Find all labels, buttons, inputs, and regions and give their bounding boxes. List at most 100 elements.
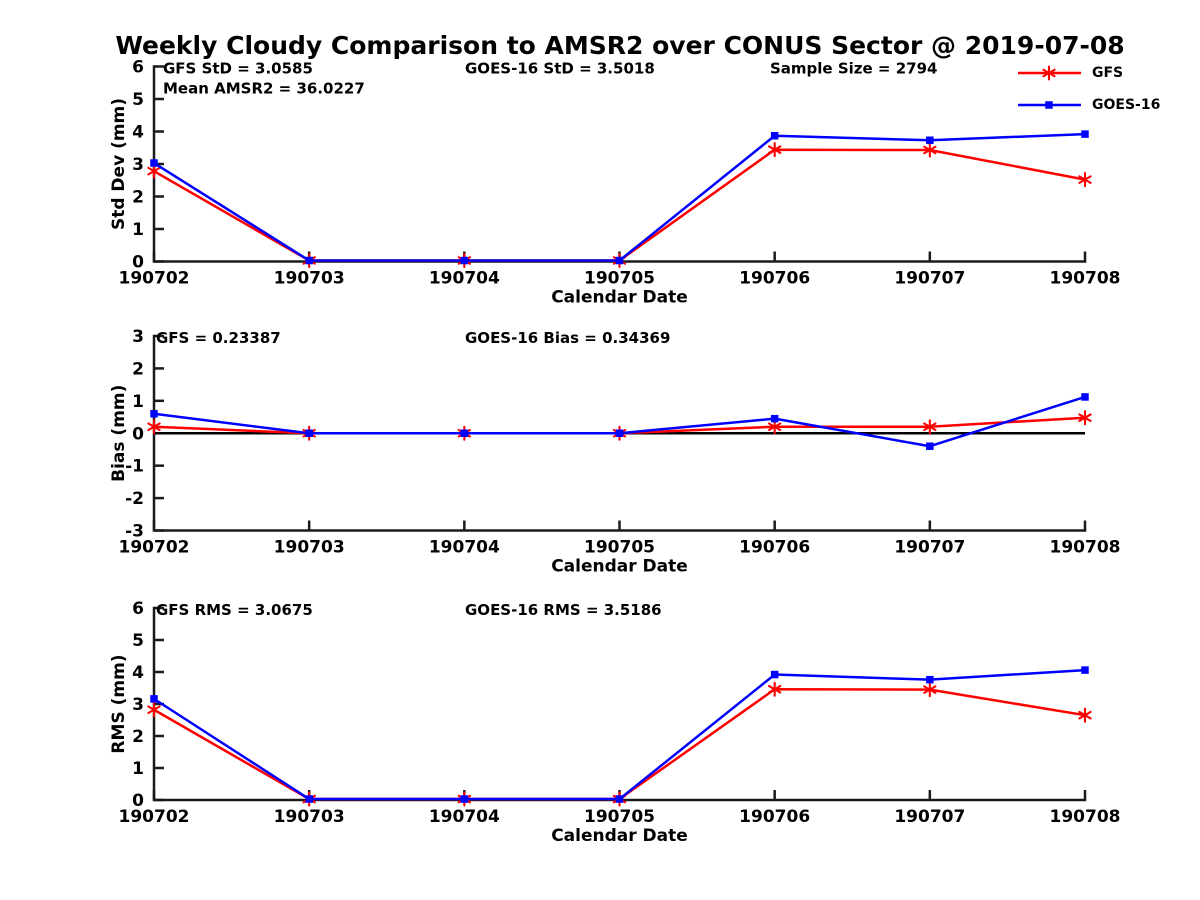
- x-tick-label: 190708: [1050, 538, 1121, 558]
- x-tick-label: 190703: [274, 807, 345, 827]
- x-tick-label: 190706: [739, 269, 810, 289]
- stat-annotation: Mean AMSR2 = 36.0227: [163, 80, 365, 98]
- y-tick-label: -3: [125, 522, 144, 542]
- goes-16-series: [150, 666, 1089, 803]
- stat-annotation: GFS RMS = 3.0675: [156, 601, 313, 619]
- x-tick-label: 190708: [1050, 807, 1121, 827]
- y-tick-label: 3: [132, 327, 144, 347]
- x-tick-label: 190705: [584, 807, 655, 827]
- panel-std-dev: 0 1 2 3 4 5 6 190702 190703 190704 190705 190706 190…: [109, 58, 1120, 308]
- goes-16-marker: [1081, 130, 1089, 138]
- gfs-line: [153, 148, 1086, 262]
- gfs-marker: [1078, 172, 1092, 188]
- gfs-marker: [767, 142, 782, 158]
- x-tick-label: 190704: [429, 269, 500, 289]
- goes-16-marker: [150, 159, 158, 167]
- stat-annotation: GFS = 0.23387: [156, 329, 281, 347]
- x-tick-label: 190707: [894, 269, 965, 289]
- x-tick-label: 190702: [119, 538, 190, 558]
- goes-16-marker: [926, 675, 934, 684]
- y-tick-label: 2: [132, 727, 144, 747]
- goes-16-marker: [150, 695, 158, 703]
- y-tick-label: 2: [132, 188, 144, 208]
- y-tick-label: -1: [125, 457, 144, 477]
- y-tick-label: 4: [132, 123, 144, 143]
- goes-16-marker: [926, 136, 934, 145]
- x-tick-label: 190706: [739, 807, 810, 827]
- axis-spines: [152, 606, 1087, 802]
- goes-16-line: [153, 668, 1086, 801]
- gfs-marker: [923, 142, 937, 158]
- goes-16-legend-marker-icon: [1045, 101, 1053, 109]
- x-tick-label: 190708: [1050, 269, 1121, 289]
- legend-item-gfs: GFS: [1017, 65, 1123, 81]
- y-tick-label: 0: [132, 424, 144, 444]
- x-axis-label: Calendar Date: [551, 826, 688, 846]
- y-tick-label: 1: [132, 759, 144, 779]
- y-axis-label: Std Dev (mm): [109, 98, 129, 230]
- goes-16-marker: [615, 256, 624, 265]
- gfs-marker: [767, 419, 782, 435]
- x-tick-label: 190704: [429, 538, 500, 558]
- y-tick-label: 6: [132, 599, 144, 619]
- y-tick-label: 0: [132, 791, 144, 811]
- goes-16-marker: [150, 410, 158, 418]
- gfs-marker: [923, 419, 937, 435]
- goes-16-marker: [770, 414, 779, 423]
- gfs-marker: [147, 163, 161, 179]
- goes-16-marker: [460, 795, 469, 803]
- legend-label-gfs: GFS: [1092, 65, 1124, 81]
- gfs-line: [153, 688, 1086, 801]
- stat-annotation: GFS StD = 3.0585: [163, 60, 313, 78]
- x-tick-label: 190704: [429, 807, 500, 827]
- x-tick-label: 190703: [274, 538, 345, 558]
- x-tick-label: 190707: [894, 538, 965, 558]
- goes-16-marker: [926, 442, 934, 450]
- y-tick-label: 1: [132, 220, 144, 240]
- panel-rms: 0 1 2 3 4 5 6 190702 190703 190704 190705 190706 190…: [109, 599, 1120, 846]
- y-tick-label: 3: [132, 155, 144, 175]
- stat-annotation: Sample Size = 2794: [770, 60, 937, 78]
- x-axis-label: Calendar Date: [551, 288, 688, 308]
- goes-16-marker: [1081, 393, 1089, 401]
- y-tick-label: 4: [132, 663, 144, 683]
- x-tick-label: 190707: [894, 807, 965, 827]
- goes-16-legend-swatch-icon: [1018, 101, 1081, 109]
- stat-annotation: GOES-16 Bias = 0.34369: [465, 329, 670, 347]
- goes-16-series: [150, 130, 1089, 265]
- y-tick-label: 1: [132, 392, 144, 412]
- stat-annotation: GOES-16 RMS = 3.5186: [465, 601, 662, 619]
- x-axis-label: Calendar Date: [551, 557, 688, 577]
- stat-annotation: GOES-16 StD = 3.5018: [465, 60, 655, 78]
- x-tick-label: 190705: [584, 269, 655, 289]
- gfs-marker: [1078, 707, 1092, 723]
- y-tick-label: 5: [132, 631, 144, 651]
- x-tick-label: 190706: [739, 538, 810, 558]
- y-tick-label: 6: [132, 58, 144, 78]
- goes-16-marker: [305, 795, 313, 803]
- gfs-marker: [147, 702, 161, 718]
- chart-title: Weekly Cloudy Comparison to AMSR2 over C…: [115, 31, 1125, 60]
- goes-16-marker: [460, 256, 469, 265]
- goes-16-marker: [1081, 666, 1089, 674]
- y-tick-label: 5: [132, 90, 144, 110]
- gfs-marker: [1078, 410, 1092, 426]
- y-tick-label: 0: [132, 253, 144, 273]
- gfs-marker: [923, 682, 937, 698]
- y-axis-label: RMS (mm): [109, 654, 129, 753]
- x-tick-label: 190705: [584, 538, 655, 558]
- gfs-legend-swatch-icon: [1018, 65, 1081, 81]
- gfs-marker: [767, 681, 782, 697]
- goes-16-marker: [770, 670, 779, 679]
- goes-16-marker: [615, 795, 624, 803]
- goes-16-series: [150, 393, 1089, 450]
- goes-16-marker: [615, 429, 624, 437]
- y-tick-label: 2: [132, 359, 144, 379]
- gfs-legend-marker-icon: [1042, 65, 1056, 81]
- gfs-marker: [147, 419, 161, 435]
- x-tick-label: 190703: [274, 269, 345, 289]
- x-tick-label: 190702: [119, 807, 190, 827]
- goes-16-marker: [460, 429, 469, 437]
- y-axis-label: Bias (mm): [109, 385, 129, 482]
